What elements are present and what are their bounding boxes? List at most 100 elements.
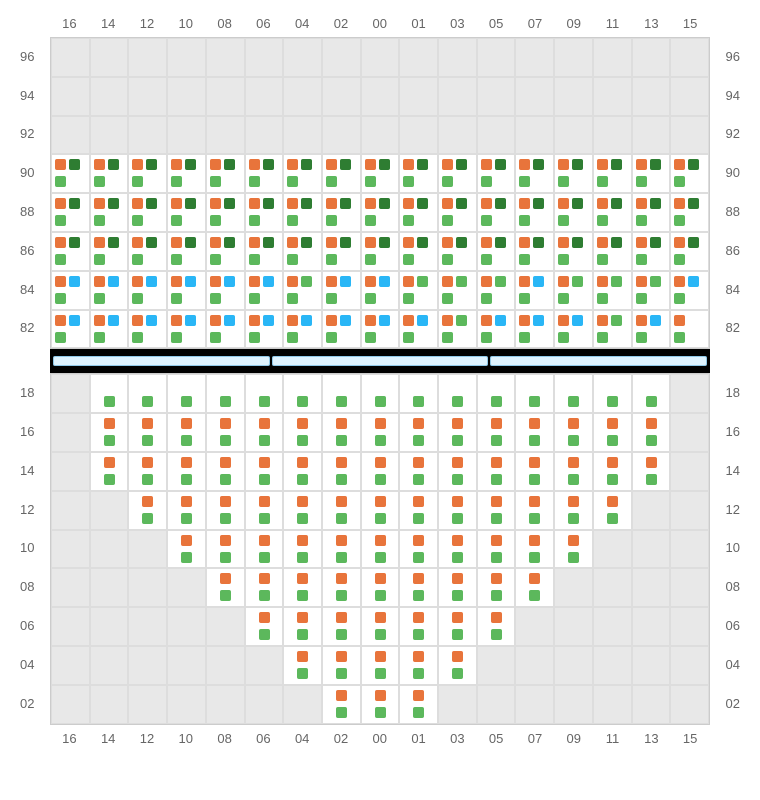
cell[interactable] <box>554 154 593 193</box>
cell[interactable] <box>438 607 477 646</box>
cell[interactable] <box>477 271 516 310</box>
cell[interactable] <box>322 232 361 271</box>
cell[interactable] <box>515 271 554 310</box>
cell[interactable] <box>477 607 516 646</box>
cell[interactable] <box>399 374 438 413</box>
cell[interactable] <box>322 452 361 491</box>
cell[interactable] <box>167 193 206 232</box>
cell[interactable] <box>593 452 632 491</box>
cell[interactable] <box>477 530 516 569</box>
cell[interactable] <box>322 271 361 310</box>
cell[interactable] <box>515 413 554 452</box>
cell[interactable] <box>361 154 400 193</box>
cell[interactable] <box>51 310 90 349</box>
cell[interactable] <box>632 310 671 349</box>
cell[interactable] <box>477 568 516 607</box>
cell[interactable] <box>90 193 129 232</box>
cell[interactable] <box>167 413 206 452</box>
cell[interactable] <box>632 232 671 271</box>
cell[interactable] <box>90 374 129 413</box>
cell[interactable] <box>128 232 167 271</box>
cell[interactable] <box>593 271 632 310</box>
cell[interactable] <box>515 374 554 413</box>
cell[interactable] <box>206 413 245 452</box>
cell[interactable] <box>399 271 438 310</box>
cell[interactable] <box>128 310 167 349</box>
cell[interactable] <box>167 530 206 569</box>
cell[interactable] <box>399 232 438 271</box>
cell[interactable] <box>554 374 593 413</box>
cell[interactable] <box>515 568 554 607</box>
cell[interactable] <box>399 452 438 491</box>
cell[interactable] <box>632 154 671 193</box>
cell[interactable] <box>90 232 129 271</box>
cell[interactable] <box>322 374 361 413</box>
cell[interactable] <box>399 413 438 452</box>
cell[interactable] <box>322 646 361 685</box>
cell[interactable] <box>554 530 593 569</box>
cell[interactable] <box>515 310 554 349</box>
cell[interactable] <box>361 310 400 349</box>
cell[interactable] <box>128 452 167 491</box>
cell[interactable] <box>167 271 206 310</box>
cell[interactable] <box>245 568 284 607</box>
cell[interactable] <box>593 413 632 452</box>
cell[interactable] <box>477 232 516 271</box>
cell[interactable] <box>593 154 632 193</box>
cell[interactable] <box>399 491 438 530</box>
cell[interactable] <box>438 646 477 685</box>
cell[interactable] <box>322 310 361 349</box>
cell[interactable] <box>283 568 322 607</box>
cell[interactable] <box>361 607 400 646</box>
cell[interactable] <box>477 310 516 349</box>
cell[interactable] <box>90 310 129 349</box>
cell[interactable] <box>632 413 671 452</box>
cell[interactable] <box>245 452 284 491</box>
cell[interactable] <box>361 685 400 724</box>
cell[interactable] <box>283 154 322 193</box>
cell[interactable] <box>206 310 245 349</box>
cell[interactable] <box>670 193 709 232</box>
cell[interactable] <box>438 154 477 193</box>
cell[interactable] <box>128 154 167 193</box>
cell[interactable] <box>399 607 438 646</box>
cell[interactable] <box>90 154 129 193</box>
cell[interactable] <box>283 646 322 685</box>
cell[interactable] <box>438 232 477 271</box>
cell[interactable] <box>438 310 477 349</box>
cell[interactable] <box>283 413 322 452</box>
cell[interactable] <box>245 374 284 413</box>
cell[interactable] <box>515 232 554 271</box>
cell[interactable] <box>438 413 477 452</box>
cell[interactable] <box>593 374 632 413</box>
cell[interactable] <box>477 491 516 530</box>
cell[interactable] <box>245 154 284 193</box>
cell[interactable] <box>206 491 245 530</box>
cell[interactable] <box>90 271 129 310</box>
cell[interactable] <box>477 452 516 491</box>
cell[interactable] <box>206 530 245 569</box>
cell[interactable] <box>438 193 477 232</box>
cell[interactable] <box>399 193 438 232</box>
cell[interactable] <box>361 413 400 452</box>
cell[interactable] <box>206 568 245 607</box>
cell[interactable] <box>593 310 632 349</box>
cell[interactable] <box>361 646 400 685</box>
cell[interactable] <box>554 232 593 271</box>
cell[interactable] <box>283 374 322 413</box>
cell[interactable] <box>167 232 206 271</box>
cell[interactable] <box>245 413 284 452</box>
cell[interactable] <box>554 271 593 310</box>
cell[interactable] <box>593 491 632 530</box>
cell[interactable] <box>399 568 438 607</box>
cell[interactable] <box>399 685 438 724</box>
cell[interactable] <box>206 193 245 232</box>
cell[interactable] <box>477 374 516 413</box>
cell[interactable] <box>632 193 671 232</box>
cell[interactable] <box>245 232 284 271</box>
cell[interactable] <box>245 491 284 530</box>
cell[interactable] <box>283 193 322 232</box>
cell[interactable] <box>322 530 361 569</box>
cell[interactable] <box>283 271 322 310</box>
cell[interactable] <box>361 232 400 271</box>
